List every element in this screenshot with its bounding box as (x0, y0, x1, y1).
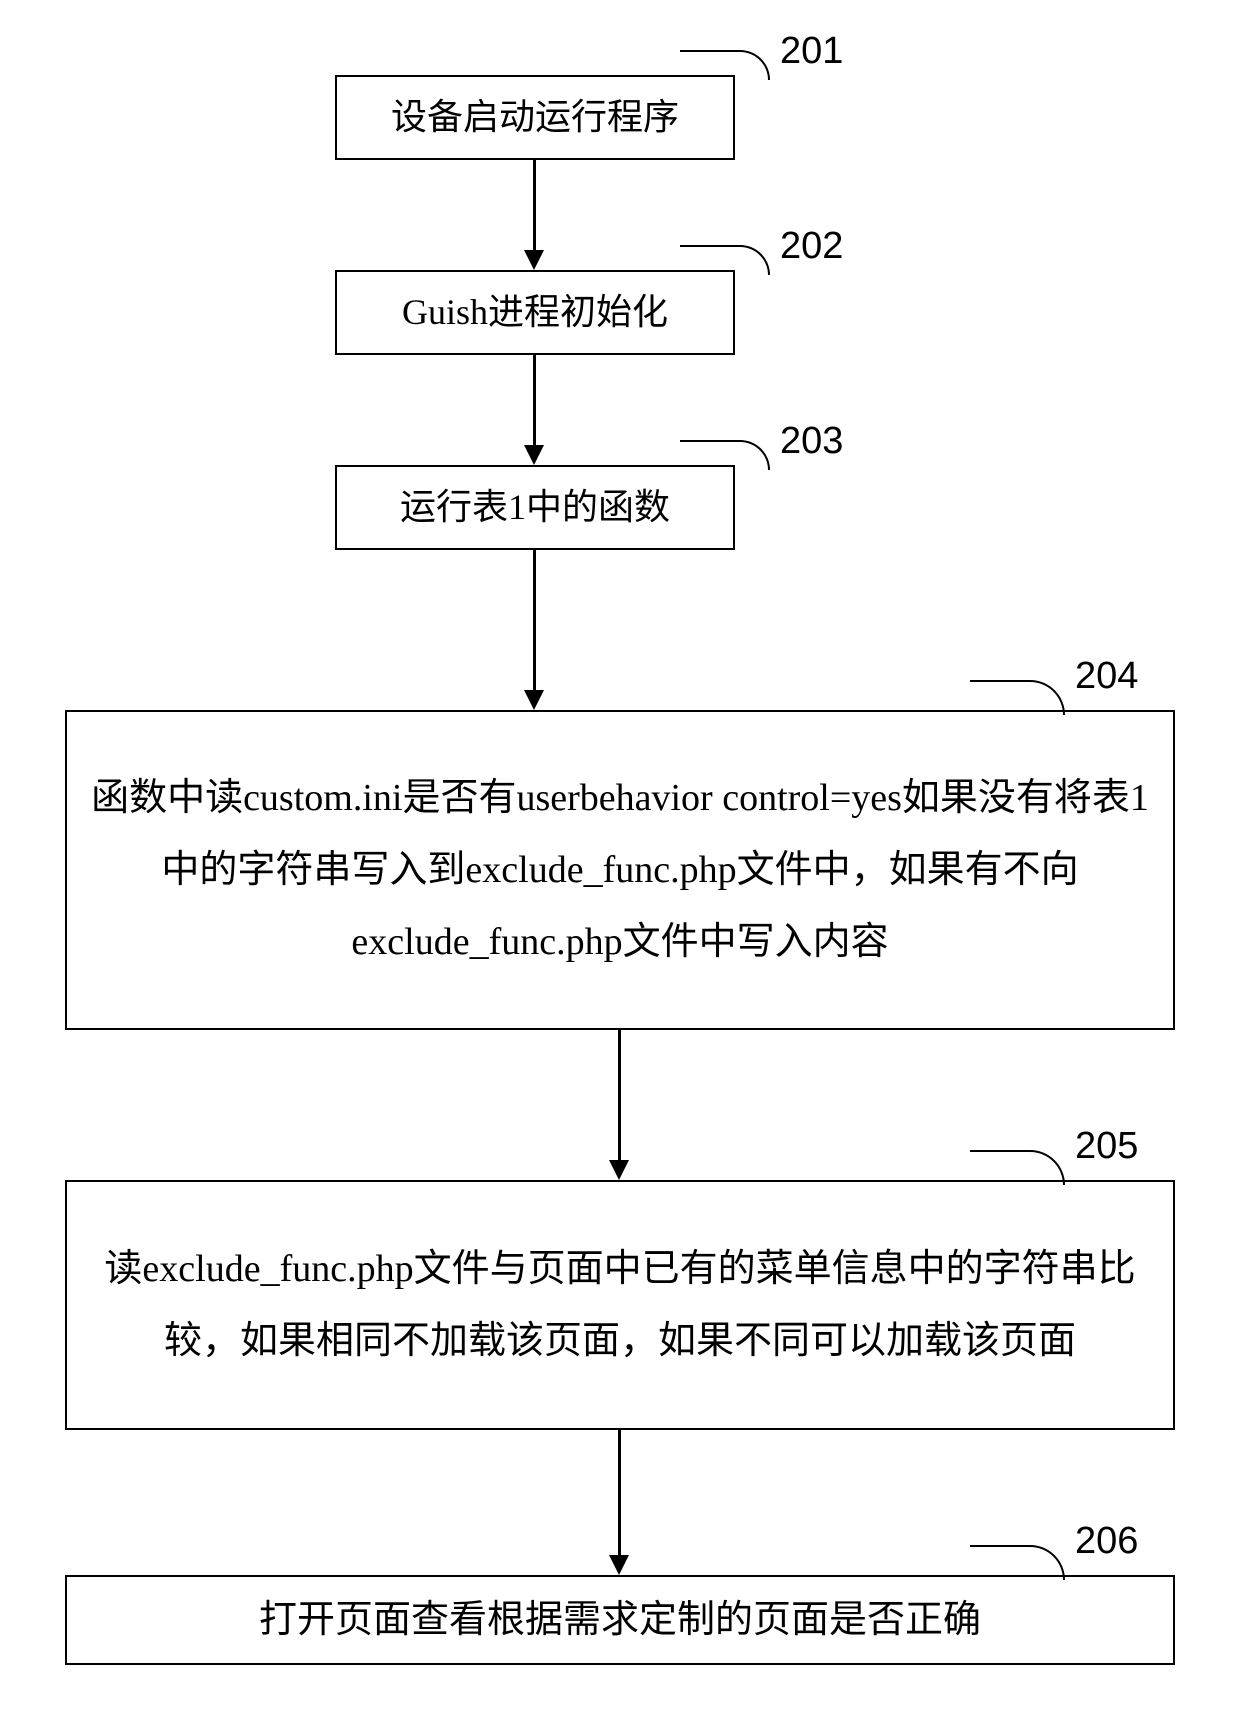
flowchart-node-201: 设备启动运行程序 (335, 75, 735, 160)
label-connector-203 (680, 440, 770, 470)
node-text: Guish进程初始化 (402, 282, 668, 343)
label-connector-206 (970, 1545, 1065, 1580)
flowchart-node-204: 函数中读custom.ini是否有userbehavior control=ye… (65, 710, 1175, 1030)
node-text: 读exclude_func.php文件与页面中已有的菜单信息中的字符串比较，如果… (87, 1233, 1153, 1377)
flowchart-node-202: Guish进程初始化 (335, 270, 735, 355)
flowchart-node-206: 打开页面查看根据需求定制的页面是否正确 (65, 1575, 1175, 1665)
arrowhead-204-205 (609, 1160, 629, 1180)
node-label-206: 206 (1075, 1520, 1138, 1563)
arrowhead-203-204 (524, 690, 544, 710)
arrow-201-202 (533, 160, 536, 250)
arrow-205-206 (618, 1430, 621, 1555)
node-label-201: 201 (780, 30, 843, 73)
flowchart-container: 设备启动运行程序 201 Guish进程初始化 202 运行表1中的函数 203… (0, 0, 1240, 1710)
arrow-204-205 (618, 1030, 621, 1160)
arrowhead-201-202 (524, 250, 544, 270)
arrow-203-204 (533, 550, 536, 690)
arrow-202-203 (533, 355, 536, 445)
arrowhead-205-206 (609, 1555, 629, 1575)
flowchart-node-205: 读exclude_func.php文件与页面中已有的菜单信息中的字符串比较，如果… (65, 1180, 1175, 1430)
label-connector-202 (680, 245, 770, 275)
label-connector-205 (970, 1150, 1065, 1185)
node-label-205: 205 (1075, 1125, 1138, 1168)
arrowhead-202-203 (524, 445, 544, 465)
node-label-203: 203 (780, 420, 843, 463)
node-label-202: 202 (780, 225, 843, 268)
node-text: 打开页面查看根据需求定制的页面是否正确 (259, 1584, 981, 1656)
node-text: 运行表1中的函数 (400, 477, 670, 538)
node-label-204: 204 (1075, 655, 1138, 698)
node-text: 设备启动运行程序 (391, 87, 679, 148)
label-connector-201 (680, 50, 770, 80)
label-connector-204 (970, 680, 1065, 715)
node-text: 函数中读custom.ini是否有userbehavior control=ye… (87, 762, 1153, 979)
flowchart-node-203: 运行表1中的函数 (335, 465, 735, 550)
